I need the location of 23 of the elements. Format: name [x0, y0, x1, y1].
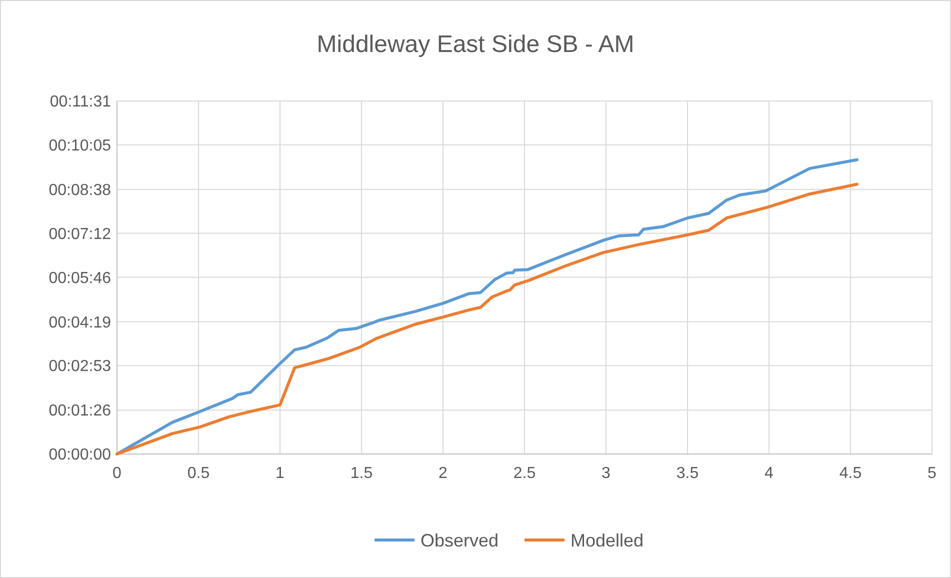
x-tick-label: 3.5 [676, 465, 699, 482]
y-tick-label: 00:05:46 [48, 270, 112, 287]
y-tick-label: 00:08:38 [48, 182, 112, 199]
legend-label: Observed [420, 530, 499, 550]
x-tick-label: 3 [602, 465, 611, 482]
y-tick-label: 00:02:53 [48, 358, 112, 376]
x-tick-label: 1.5 [350, 465, 373, 482]
y-tick-label: 00:00:00 [48, 446, 112, 464]
x-tick-label: 0 [112, 465, 122, 482]
y-tick-label: 00:11:31 [50, 94, 112, 111]
y-tick-label: 00:04:19 [48, 314, 112, 332]
y-tick-label: 00:10:05 [48, 138, 112, 155]
y-tick-label: 00:01:26 [48, 402, 112, 420]
x-tick-label: 0.5 [187, 465, 210, 482]
x-tick-label: 5 [928, 465, 937, 482]
x-tick-label: 2.5 [513, 465, 536, 482]
x-tick-label: 1 [276, 465, 285, 482]
x-tick-label: 4 [764, 465, 774, 482]
legend-label: Modelled [570, 530, 644, 550]
y-tick-label: 00:07:12 [48, 226, 112, 243]
x-tick-label: 2 [438, 465, 448, 482]
chart-title: Middleway East Side SB - AM [316, 31, 634, 58]
x-tick-label: 4.5 [839, 465, 862, 482]
